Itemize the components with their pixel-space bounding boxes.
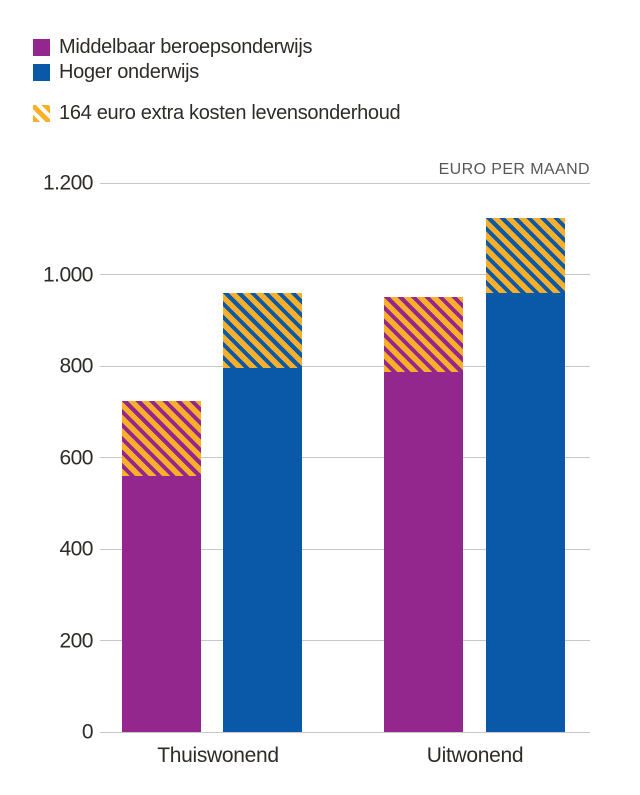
y-tick-label-800: 800 [59,354,93,378]
gridline-400: 400 [59,539,590,560]
extra-cost-cap-purple-uitwonend [384,296,463,372]
bar-blue-uitwonend [486,217,565,732]
legend-label-extra-cost: 164 euro extra kosten levensonderhoud [59,102,401,124]
extra-cost-cap-blue-thuiswonend [223,293,302,369]
bar-blue-thuiswonend [223,293,302,732]
gridline-0: 0 [82,722,590,743]
bar-purple-uitwonend [384,296,463,732]
x-axis-label-uitwonend: Uitwonend [426,744,524,767]
legend-label-mbo: Middelbaar beroepsonderwijs [59,36,313,58]
gridline-1200: 1.200 [43,173,590,194]
legend-item-extra-cost: 164 euro extra kosten levensonderhoud [33,102,401,124]
y-tick-label-600: 600 [59,446,93,469]
y-tick-label-200: 200 [59,629,93,652]
x-axis-label-thuiswonend: Thuiswonend [157,744,279,767]
extra-cost-cap-blue-uitwonend [486,217,565,293]
gridline-800: 800 [59,356,590,377]
extra-cost-stripe-swatch [33,104,50,122]
gridline-1000: 1.000 [43,264,590,285]
legend-item-ho: Hoger onderwijs [33,62,199,82]
y-axis-unit-label: EURO PER MAAND [438,161,590,178]
legend-item-mbo: Middelbaar beroepsonderwijs [33,37,312,57]
gridline-600: 600 [59,447,590,468]
y-tick-label-400: 400 [59,537,93,561]
bar-purple-thuiswonend [122,400,201,732]
mbo-color-swatch [33,38,50,56]
ho-color-swatch [33,63,50,81]
legend-label-ho: Hoger onderwijs [59,61,200,83]
plot-area: 0 200 400 600 800 1.000 1.200 Thuiswonend Uitwon… [43,173,590,767]
extra-cost-cap-purple-thuiswonend [122,400,201,476]
y-tick-label-1200: 1.200 [42,171,94,195]
gridline-200: 200 [59,630,590,651]
y-tick-label-0: 0 [81,720,94,744]
y-tick-label-1000: 1.000 [42,263,94,286]
